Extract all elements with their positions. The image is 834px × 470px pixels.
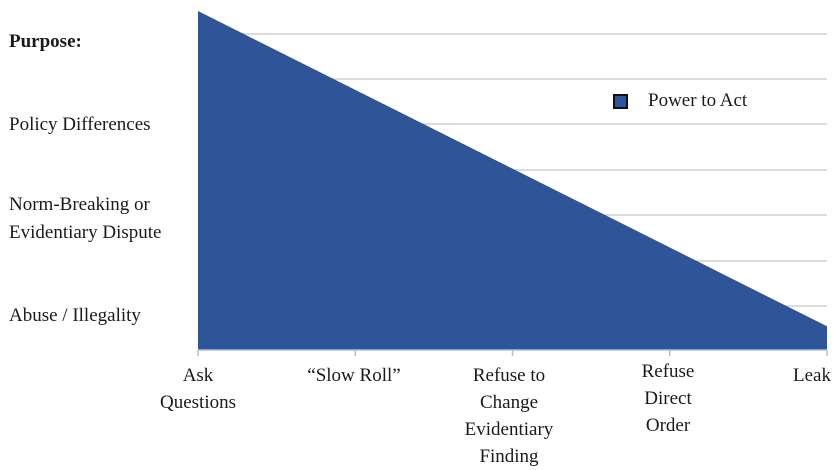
power-area xyxy=(198,11,827,350)
x-label-leak: Leak xyxy=(793,365,831,386)
x-ticks xyxy=(197,350,828,356)
y-category-purpose: Purpose: xyxy=(9,31,82,52)
legend: Power to Act xyxy=(613,90,747,112)
y-category-norm: Norm-Breaking or Evidentiary Dispute xyxy=(9,194,162,243)
y-category-abuse: Abuse / Illegality xyxy=(9,305,141,326)
x-label-ask: Ask Questions xyxy=(160,365,236,413)
x-label-refuse-order: Refuse Direct Order xyxy=(641,361,695,436)
x-label-refuse-change: Refuse to Change Evidentiary Finding xyxy=(464,365,554,467)
legend-swatch xyxy=(613,93,628,109)
y-category-policy: Policy Differences xyxy=(9,114,151,135)
x-label-slow-roll: “Slow Roll” xyxy=(307,365,401,386)
legend-label: Power to Act xyxy=(648,90,748,111)
